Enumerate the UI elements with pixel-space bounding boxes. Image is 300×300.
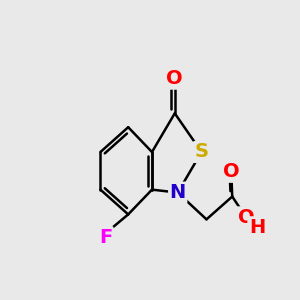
Text: O: O: [238, 208, 254, 227]
Text: F: F: [99, 228, 112, 247]
Text: N: N: [169, 183, 186, 202]
Text: S: S: [194, 142, 208, 161]
Text: H: H: [249, 218, 265, 237]
Text: O: O: [167, 69, 183, 88]
Text: O: O: [223, 162, 240, 181]
